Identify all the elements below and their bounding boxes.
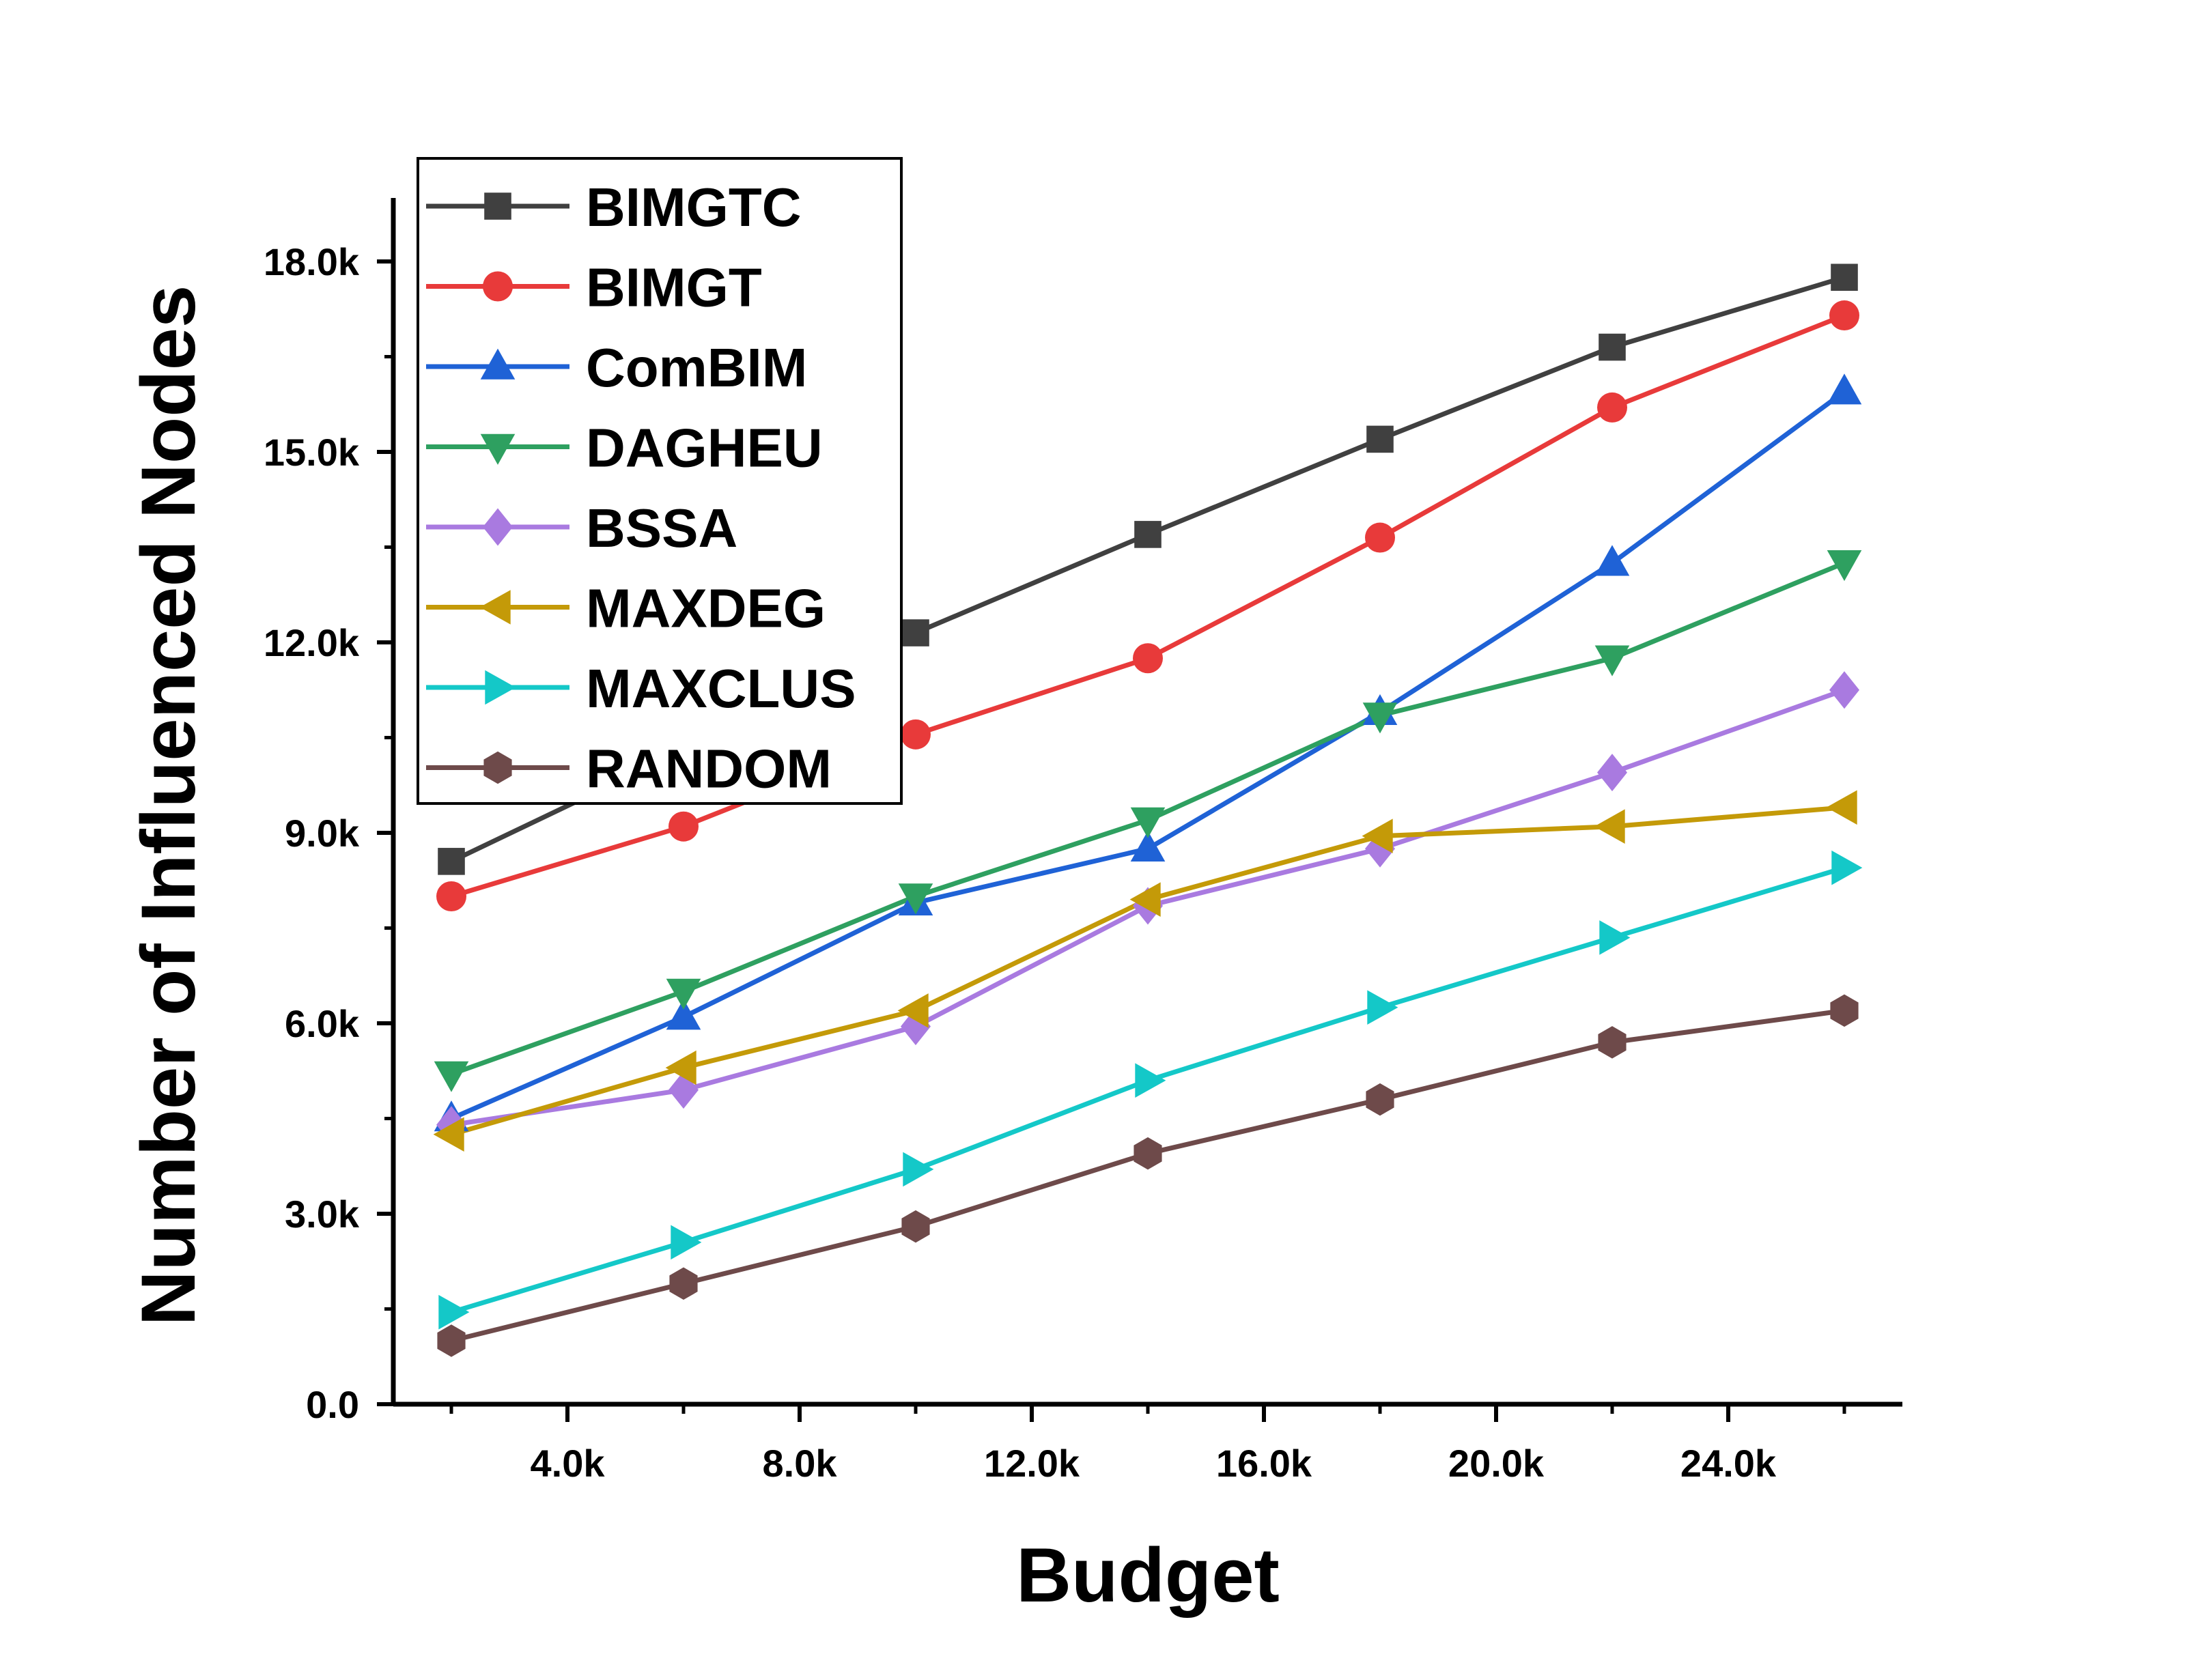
data-point-dagheu	[434, 1061, 469, 1092]
data-point-bimgt	[1365, 522, 1395, 553]
y-axis-title: Number of Influenced Nodes	[126, 285, 211, 1326]
data-point-dagheu	[1594, 645, 1630, 677]
legend-item-bimgt: BIMGT	[426, 257, 762, 318]
legend-item-bssa: BSSA	[426, 498, 737, 558]
legend-item-maxdeg: MAXDEG	[426, 578, 826, 639]
legend-label: BIMGT	[586, 257, 762, 318]
legend-item-combim: ComBIM	[426, 337, 807, 398]
data-point-random	[1134, 1137, 1162, 1170]
data-point-maxdeg	[665, 1050, 696, 1085]
data-point-dagheu	[666, 978, 701, 1010]
data-point-bimgt	[668, 811, 699, 842]
data-point-bimgt	[1597, 392, 1627, 423]
data-point-bimgtc	[1366, 425, 1394, 453]
data-point-random	[1830, 994, 1859, 1027]
legend-swatch-marker	[485, 670, 516, 705]
series-markers	[433, 264, 1863, 1357]
x-tick-label: 20.0k	[1448, 1442, 1545, 1485]
y-tick-label: 12.0k	[264, 621, 360, 664]
legend: BIMGTC BIMGT ComBIM DAGHEU BSSA MAXDEG MAXCLUS…	[417, 157, 903, 805]
data-point-maxdeg	[1594, 809, 1625, 844]
x-tick-label: 4.0k	[531, 1442, 606, 1485]
legend-swatch-marker	[480, 348, 516, 380]
data-point-maxclus	[1135, 1063, 1166, 1098]
y-tick-label: 0.0	[306, 1383, 359, 1426]
data-point-random	[669, 1267, 698, 1300]
legend-label: ComBIM	[586, 337, 807, 398]
data-point-maxclus	[671, 1225, 702, 1260]
legend-label: RANDOM	[586, 739, 832, 799]
data-point-bimgtc	[1599, 333, 1626, 361]
legend-item-dagheu: DAGHEU	[426, 418, 823, 479]
y-tick-label: 15.0k	[264, 431, 360, 474]
data-point-maxclus	[1367, 990, 1398, 1025]
data-point-dagheu	[1827, 550, 1862, 582]
legend-swatch-marker	[479, 590, 511, 625]
legend-swatch-marker	[484, 193, 511, 220]
legend-label: DAGHEU	[586, 418, 823, 479]
legend-swatch-marker	[480, 433, 516, 465]
x-tick-label: 16.0k	[1216, 1442, 1312, 1485]
data-point-maxdeg	[1129, 882, 1161, 917]
axis-tick-labels: 0.0 3.0k 6.0k 9.0k 12.0k 15.0k 18.0k 4.0k 8.0k 12…	[264, 240, 1777, 1485]
data-point-bimgt	[901, 719, 931, 750]
legend-label: MAXCLUS	[586, 658, 856, 719]
data-point-maxdeg	[1362, 818, 1393, 853]
data-point-bimgtc	[1134, 521, 1162, 548]
data-point-maxclus	[438, 1294, 470, 1330]
data-point-bimgt	[1133, 643, 1163, 674]
legend-item-random: RANDOM	[426, 739, 832, 799]
legend-item-maxclus: MAXCLUS	[426, 658, 856, 719]
data-point-dagheu	[1362, 702, 1398, 734]
data-point-dagheu	[1130, 807, 1166, 838]
data-point-maxclus	[903, 1152, 934, 1187]
data-point-bssa	[1829, 671, 1859, 709]
data-point-random	[1598, 1026, 1627, 1059]
data-point-combim	[1130, 830, 1166, 862]
legend-label: BIMGTC	[586, 177, 802, 238]
legend-swatch-marker	[483, 508, 513, 546]
y-tick-label: 9.0k	[285, 812, 360, 855]
y-tick-label: 6.0k	[285, 1002, 360, 1045]
data-point-maxdeg	[433, 1117, 464, 1152]
data-point-combim	[666, 999, 701, 1030]
legend-swatch-marker	[483, 751, 512, 784]
data-point-bimgtc	[438, 848, 465, 875]
y-tick-label: 3.0k	[285, 1193, 360, 1236]
data-point-maxdeg	[1826, 790, 1857, 825]
data-point-random	[437, 1324, 466, 1357]
data-point-random	[901, 1210, 930, 1243]
x-tick-label: 24.0k	[1680, 1442, 1777, 1485]
y-tick-label: 18.0k	[264, 240, 360, 283]
data-point-bimgt	[1829, 300, 1859, 331]
data-point-maxdeg	[897, 993, 929, 1028]
data-point-combim	[1827, 373, 1862, 405]
data-point-bimgtc	[1831, 264, 1858, 291]
legend-item-bimgtc: BIMGTC	[426, 177, 802, 238]
data-point-bimgtc	[902, 619, 929, 646]
axis-ticks	[377, 259, 1846, 1422]
data-point-combim	[1594, 545, 1630, 576]
data-point-bimgt	[436, 881, 466, 911]
x-tick-label: 12.0k	[984, 1442, 1080, 1485]
legend-swatch-marker	[483, 271, 513, 302]
data-point-maxclus	[1831, 850, 1863, 885]
x-tick-label: 8.0k	[763, 1442, 838, 1485]
data-point-bssa	[1597, 754, 1627, 792]
x-axis-title: Budget	[1016, 1533, 1280, 1618]
data-point-random	[1366, 1083, 1394, 1116]
data-point-dagheu	[898, 883, 933, 915]
legend-label: BSSA	[586, 498, 737, 558]
data-point-maxclus	[1599, 920, 1631, 955]
legend-items: BIMGTC BIMGT ComBIM DAGHEU BSSA MAXDEG MAXCLUS…	[426, 177, 856, 799]
legend-label: MAXDEG	[586, 578, 826, 639]
